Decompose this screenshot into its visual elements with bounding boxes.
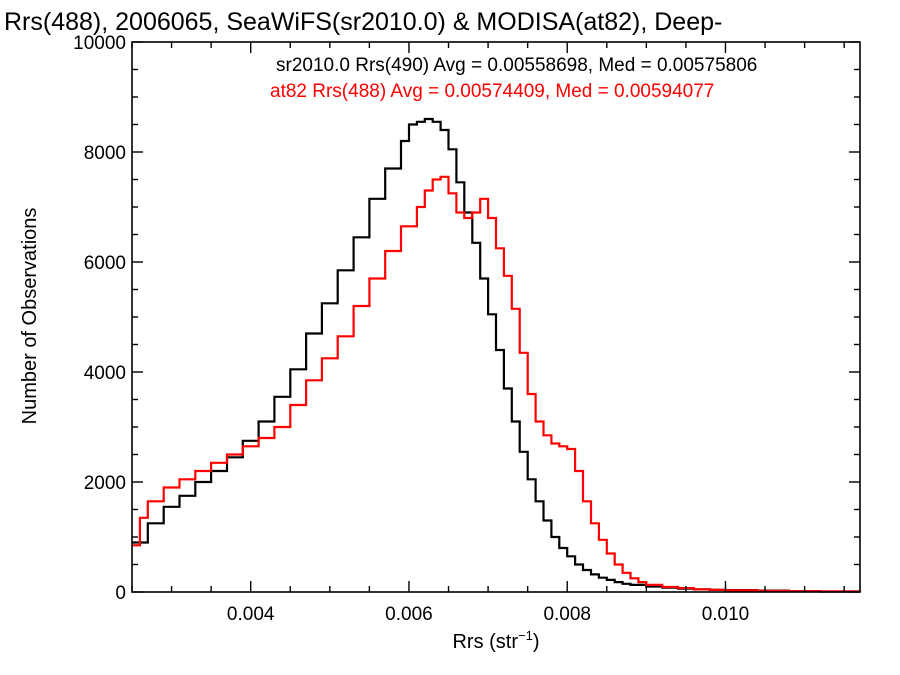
x-axis-title-close: ) xyxy=(533,631,540,653)
y-tick-label: 2000 xyxy=(84,473,126,494)
y-tick-label: 8000 xyxy=(84,143,126,164)
y-tick-label: 10000 xyxy=(73,33,126,54)
series-line-0 xyxy=(132,117,862,593)
legend-entry-sr2010: sr2010.0 Rrs(490) Avg = 0.00558698, Med … xyxy=(276,55,757,76)
chart-title: Rrs(488), 2006065, SeaWiFS(sr2010.0) & M… xyxy=(4,8,722,36)
x-tick-label: 0.004 xyxy=(227,604,275,625)
x-axis-title-main: Rrs (str xyxy=(452,631,518,653)
y-tick-label: 6000 xyxy=(84,253,126,274)
y-axis-title-group: Number of Observations xyxy=(19,208,41,425)
series-line-1 xyxy=(132,175,862,593)
x-axis-title: Rrs (str−1) xyxy=(452,628,539,653)
x-tick-label: 0.008 xyxy=(543,604,591,625)
y-tick-label: 4000 xyxy=(84,363,126,384)
legend-entry-at82: at82 Rrs(488) Avg = 0.00574409, Med = 0.… xyxy=(270,81,714,102)
x-axis-title-superscript: −1 xyxy=(518,628,533,643)
y-tick-label: 0 xyxy=(115,583,126,604)
y-axis-title: Number of Observations xyxy=(19,208,41,425)
x-tick-label: 0.010 xyxy=(702,604,750,625)
x-tick-label: 0.006 xyxy=(385,604,433,625)
plot-area: 0.004 0.006 0.008 0.010 0 2000 4000 6000 8000 100… xyxy=(73,33,862,625)
